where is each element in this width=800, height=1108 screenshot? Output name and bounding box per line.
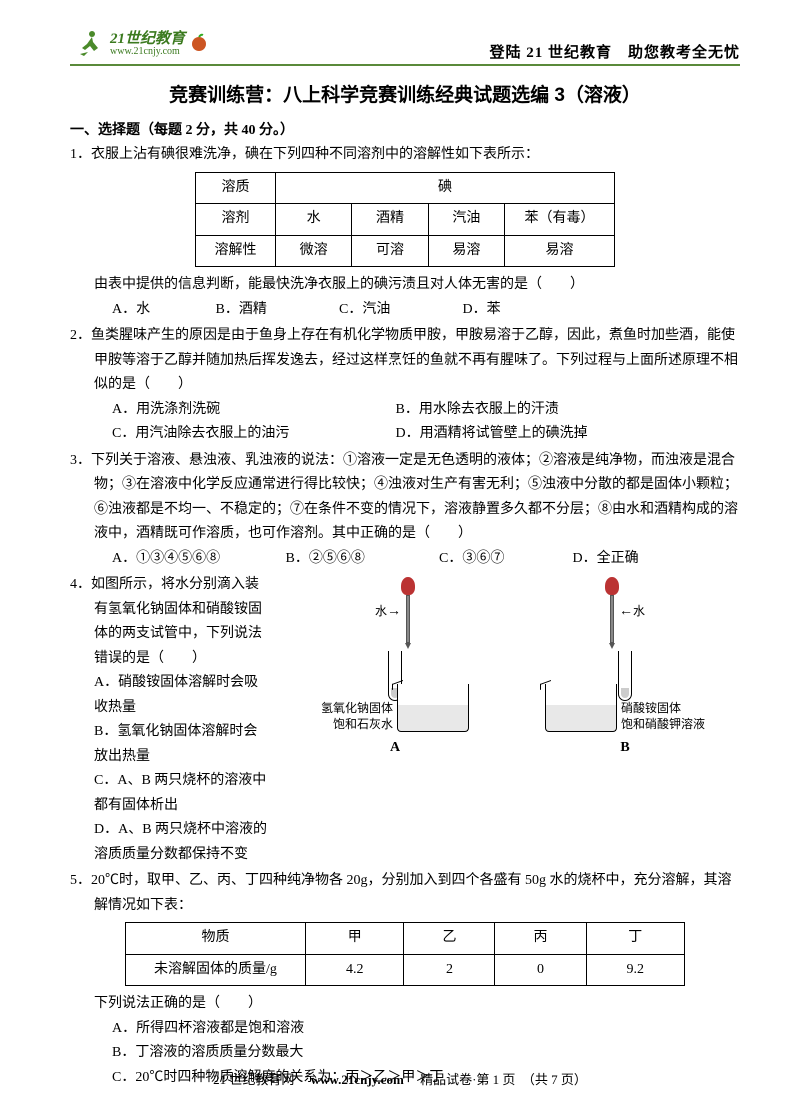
q4-opt-a: A．硝酸铵固体溶解时会吸收热量 bbox=[70, 671, 270, 720]
q2-opt-c: C．用汽油除去衣服上的油污 bbox=[112, 422, 392, 447]
q5-opt-a: A．所得四杯溶液都是饱和溶液 bbox=[112, 1017, 740, 1042]
q3-options: A．①③④⑤⑥⑧ B．②⑤⑥⑧ C．③⑥⑦ D．全正确 bbox=[70, 547, 740, 572]
table-cell: 苯（有毒） bbox=[505, 204, 615, 236]
table-cell: 甲 bbox=[306, 923, 404, 955]
footer-url: www.21cnjy.com bbox=[311, 1072, 404, 1087]
dropper-icon bbox=[605, 577, 619, 647]
table-cell: 4.2 bbox=[306, 954, 404, 986]
table-cell: 未溶解固体的质量/g bbox=[126, 954, 306, 986]
q1-stem: 1．衣服上沾有碘很难洗净，碘在下列四种不同溶剂中的溶解性如下表所示： bbox=[70, 143, 740, 168]
logo-runner-icon bbox=[70, 26, 106, 62]
q4-apparatus-b: ← 水 硝酸铵固体 饱和硝酸钾溶液 B bbox=[525, 577, 725, 761]
footer-brand: 21 世纪教育网 bbox=[213, 1072, 294, 1087]
table-cell: 易溶 bbox=[505, 235, 615, 267]
q5-stem: 5．20℃时，取甲、乙、丙、丁四种纯净物各 20g，分别加入到四个各盛有 50g… bbox=[70, 869, 740, 918]
q5-table: 物质 甲 乙 丙 丁 未溶解固体的质量/g 4.2 2 0 9.2 bbox=[125, 922, 685, 986]
logo: 21世纪教育 www.21cnjy.com bbox=[70, 26, 209, 62]
nh4no3-label: 硝酸铵固体 bbox=[621, 701, 705, 717]
arrow-icon: ← bbox=[619, 600, 633, 625]
q1-opt-c: C．汽油 bbox=[339, 298, 459, 323]
header-slogan: 登陆 21 世纪教育 助您教考全无忧 bbox=[489, 41, 740, 62]
q4-figure: 水 → 氢氧化钠固体 饱和石灰水 A bbox=[280, 573, 740, 867]
dropper-icon bbox=[401, 577, 415, 647]
page-title: 竞赛训练营：八上科学竞赛训练经典试题选编 3（溶液） bbox=[70, 80, 740, 107]
q1-opt-d: D．苯 bbox=[463, 298, 501, 323]
logo-text-cn: 21世纪教育 bbox=[110, 32, 185, 47]
q3-opt-d: D．全正确 bbox=[573, 547, 639, 572]
limewater-label: 饱和石灰水 bbox=[321, 717, 393, 733]
table-cell: 丁 bbox=[586, 923, 684, 955]
table-cell: 易溶 bbox=[428, 235, 504, 267]
table-cell: 酒精 bbox=[352, 204, 428, 236]
q1-opt-b: B．酒精 bbox=[216, 298, 336, 323]
arrow-icon: → bbox=[387, 600, 401, 625]
set-b-label: B bbox=[620, 736, 629, 761]
footer-page: 精品试卷·第 1 页 （共 7 页） bbox=[420, 1072, 587, 1087]
table-cell: 溶解性 bbox=[196, 235, 276, 267]
logo-apple-icon bbox=[189, 32, 209, 57]
table-cell: 2 bbox=[404, 954, 495, 986]
kno3-label: 饱和硝酸钾溶液 bbox=[621, 717, 705, 733]
q1-opt-a: A．水 bbox=[112, 298, 212, 323]
section-1-head: 一、选择题（每题 2 分，共 40 分。） bbox=[70, 119, 740, 139]
q2-options: A．用洗涤剂洗碗 B．用水除去衣服上的汗渍 C．用汽油除去衣服上的油污 D．用酒… bbox=[70, 398, 740, 447]
table-cell: 丙 bbox=[495, 923, 586, 955]
header: 21世纪教育 www.21cnjy.com 登陆 21 世纪教育 助您教考全无忧 bbox=[70, 26, 740, 66]
q4-opt-d: D．A、B 两只烧杯中溶液的溶质质量分数都保持不变 bbox=[70, 818, 270, 867]
table-cell: 溶剂 bbox=[196, 204, 276, 236]
q2-stem: 2．鱼类腥味产生的原因是由于鱼身上存在有机化学物质甲胺，甲胺易溶于乙醇，因此，煮… bbox=[70, 324, 740, 398]
q1-options: A．水 B．酒精 C．汽油 D．苯 bbox=[70, 298, 740, 323]
table-cell: 水 bbox=[276, 204, 352, 236]
table-cell: 溶质 bbox=[196, 172, 276, 204]
q2-opt-a: A．用洗涤剂洗碗 bbox=[112, 398, 392, 423]
table-cell: 可溶 bbox=[352, 235, 428, 267]
beaker-icon bbox=[397, 684, 469, 732]
test-tube-icon bbox=[618, 651, 632, 701]
q3-opt-b: B．②⑤⑥⑧ bbox=[286, 547, 436, 572]
q5-tail: 下列说法正确的是（ ） bbox=[70, 992, 740, 1017]
table-cell: 微溶 bbox=[276, 235, 352, 267]
q2-opt-b: B．用水除去衣服上的汗渍 bbox=[396, 398, 559, 423]
beaker-icon bbox=[545, 684, 617, 732]
water-label: 水 bbox=[375, 604, 387, 620]
water-label: 水 bbox=[633, 604, 645, 620]
table-cell: 汽油 bbox=[428, 204, 504, 236]
q3-opt-c: C．③⑥⑦ bbox=[439, 547, 569, 572]
naoh-label: 氢氧化钠固体 bbox=[321, 701, 393, 717]
footer: 21 世纪教育网 www.21cnjy.com 精品试卷·第 1 页 （共 7 … bbox=[0, 1069, 800, 1088]
table-cell: 物质 bbox=[126, 923, 306, 955]
q2-opt-d: D．用酒精将试管壁上的碘洗掉 bbox=[396, 422, 588, 447]
table-cell: 9.2 bbox=[586, 954, 684, 986]
q3-stem: 3．下列关于溶液、悬浊液、乳浊液的说法：①溶液一定是无色透明的液体；②溶液是纯净… bbox=[70, 449, 740, 547]
table-cell: 乙 bbox=[404, 923, 495, 955]
set-a-label: A bbox=[390, 736, 400, 761]
q3-opt-a: A．①③④⑤⑥⑧ bbox=[112, 547, 282, 572]
q5-opt-b: B．丁溶液的溶质质量分数最大 bbox=[112, 1041, 740, 1066]
q4-opt-b: B．氢氧化钠固体溶解时会放出热量 bbox=[70, 720, 270, 769]
table-cell: 0 bbox=[495, 954, 586, 986]
q4-apparatus-a: 水 → 氢氧化钠固体 饱和石灰水 A bbox=[295, 577, 495, 761]
q4-opt-c: C．A、B 两只烧杯的溶液中都有固体析出 bbox=[70, 769, 270, 818]
q1-tail: 由表中提供的信息判断，能最快洗净衣服上的碘污渍且对人体无害的是（ ） bbox=[70, 273, 740, 298]
table-cell: 碘 bbox=[276, 172, 615, 204]
q4-stem: 4．如图所示，将水分别滴入装有氢氧化钠固体和硝酸铵固体的两支试管中，下列说法错误… bbox=[70, 573, 270, 671]
q1-table: 溶质 碘 溶剂 水 酒精 汽油 苯（有毒） 溶解性 微溶 可溶 易溶 易溶 bbox=[195, 172, 615, 268]
logo-text-url: www.21cnjy.com bbox=[110, 47, 185, 57]
